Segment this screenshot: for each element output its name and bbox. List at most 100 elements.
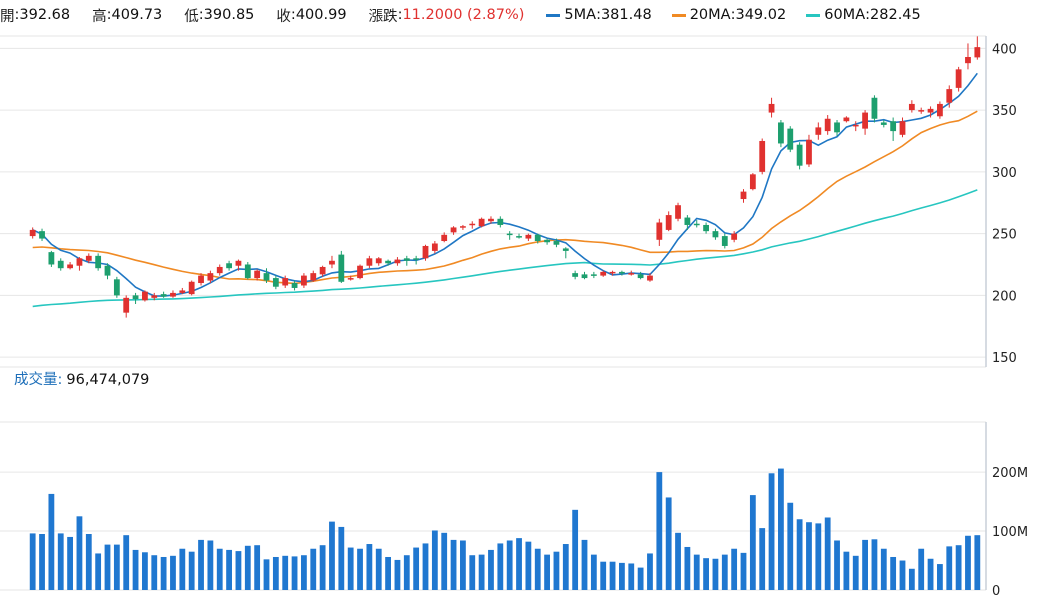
open-label: 開: [0, 8, 15, 25]
volume-bar: [946, 546, 953, 590]
volume-bar: [656, 472, 663, 590]
low-value: 390.85: [203, 7, 255, 23]
candle-up: [609, 271, 616, 274]
volume-bar: [319, 545, 326, 590]
volume-bar: [937, 564, 943, 590]
volume-bar: [394, 559, 401, 590]
candle-down: [226, 263, 232, 269]
candle-down: [880, 122, 887, 125]
volume-bar: [142, 552, 148, 590]
low-label: 低: [184, 8, 199, 25]
close-stat: 收:400.99: [276, 5, 346, 26]
volume-bar: [85, 534, 92, 590]
candle-down: [272, 278, 279, 287]
candle-down: [684, 217, 691, 225]
candle-down: [338, 254, 345, 282]
volume-bar: [824, 517, 831, 590]
volume-bar: [123, 535, 130, 590]
change-stat: 漲跌:11.2000 (2.87%): [369, 5, 525, 26]
candle-up: [394, 259, 401, 264]
volume-bar: [871, 539, 878, 590]
volume-bar: [890, 556, 897, 590]
candle-up: [76, 258, 83, 266]
candle-down: [291, 283, 298, 288]
candle-up: [170, 292, 176, 297]
volume-bar: [684, 546, 691, 590]
candle-up: [29, 229, 36, 237]
volume-header: 成交量: 96,474,079: [14, 368, 149, 389]
volume-bar: [806, 522, 812, 590]
volume-bar: [862, 539, 868, 590]
volume-bar: [460, 540, 466, 590]
ma5-legend: 5MA:381.48: [546, 7, 652, 23]
candle-up: [749, 174, 756, 190]
volume-bar: [329, 521, 335, 590]
volume-bar: [880, 548, 887, 590]
price-tick-label: 150: [992, 351, 1017, 366]
volume-bar: [731, 548, 738, 590]
open-value: 392.68: [19, 7, 71, 23]
volume-bar: [310, 548, 317, 590]
candle-down: [95, 255, 102, 269]
volume-bar: [57, 533, 64, 590]
candle-down: [132, 295, 139, 300]
volume-tick-label: 200M: [992, 466, 1028, 481]
volume-bar: [908, 568, 915, 590]
volume-bar: [76, 516, 83, 590]
volume-bar: [431, 530, 438, 590]
candle-up: [843, 117, 850, 122]
price-tick-label: 350: [992, 104, 1017, 119]
volume-bar: [413, 547, 420, 590]
volume-bar: [104, 544, 111, 590]
ma5-value: 381.48: [600, 7, 652, 23]
candle-down: [796, 144, 803, 166]
candle-down: [637, 274, 644, 279]
volume-bar: [628, 563, 635, 590]
volume-bar: [665, 497, 672, 590]
ma20-legend: 20MA:349.02: [671, 7, 786, 23]
volume-bar: [113, 544, 120, 590]
volume-bar: [450, 539, 457, 590]
volume-bar: [226, 549, 232, 590]
candle-down: [890, 121, 897, 132]
high-value: 409.73: [111, 7, 163, 23]
close-value: 400.99: [295, 7, 347, 23]
volume-bar: [721, 554, 728, 590]
candle-up: [815, 127, 822, 135]
volume-bar: [955, 545, 962, 590]
volume-bar: [619, 562, 625, 590]
volume-bar: [974, 535, 981, 590]
volume-bar: [609, 561, 616, 590]
volume-bar: [525, 541, 532, 590]
candle-down: [104, 265, 111, 276]
candle-up: [675, 205, 681, 219]
volume-bar: [497, 543, 504, 590]
candle-up: [151, 295, 158, 298]
candle-up: [899, 121, 906, 135]
volume-bar: [95, 553, 102, 590]
candle-up: [965, 56, 971, 64]
candle-up: [422, 245, 429, 259]
volume-tick-label: 100M: [992, 525, 1028, 540]
candle-down: [57, 260, 64, 269]
candle-up: [319, 266, 326, 275]
volume-bar: [441, 532, 448, 590]
candle-up: [142, 291, 148, 301]
candle-down: [778, 122, 784, 144]
volume-bar: [506, 540, 513, 590]
candle-down: [581, 274, 588, 279]
candle-up: [366, 258, 373, 266]
volume-bar: [469, 555, 476, 590]
volume-bar: [198, 539, 204, 590]
ma20-swatch: [671, 13, 686, 17]
price-tick-label: 300: [992, 166, 1017, 181]
volume-bar: [675, 532, 681, 590]
candle-up: [759, 140, 766, 172]
volume-bar: [291, 556, 298, 590]
candle-up: [806, 139, 812, 165]
candle-down: [572, 273, 579, 277]
candle-up: [488, 218, 494, 222]
volume-bar: [544, 554, 550, 590]
candle-up: [460, 226, 466, 228]
volume-bar: [562, 544, 569, 590]
